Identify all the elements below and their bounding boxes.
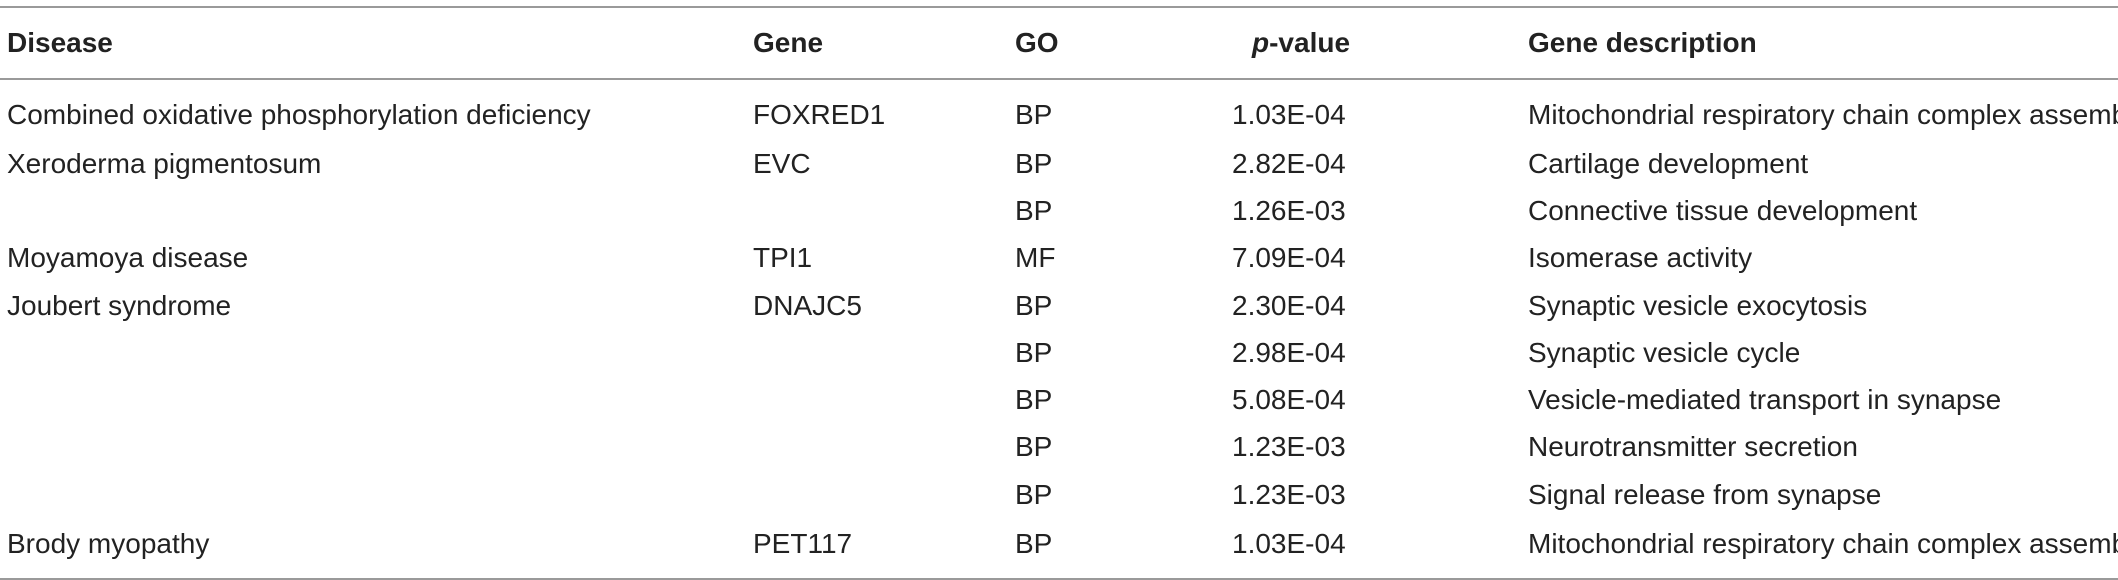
cell-go: BP [1015,478,1053,510]
cell-disease: Moyamoya disease [7,242,249,274]
table-body: Combined oxidative phosphorylation defic… [0,79,2118,580]
cell-gene: PET117 [753,528,853,560]
cell-p-value: 1.26E-03 [1232,194,1346,226]
header-p-italic: p [1252,27,1270,58]
cell-description: Mitochondrial respiratory chain complex … [1528,99,2118,130]
table-row: BP 5.08E-04 Vesicle-mediated transport i… [0,376,2118,423]
cell-go: MF [1015,242,1056,274]
cell-gene [753,187,1015,234]
cell-disease [0,187,753,234]
cell-p-value: 2.82E-04 [1232,147,1346,179]
cell-gene: DNAJC5 [753,289,862,321]
table-row: Xeroderma pigmentosum EVC BP 2.82E-04 Ca… [0,140,2118,187]
cell-p-value: 7.09E-04 [1232,242,1346,274]
cell-disease [0,471,753,518]
cell-gene: EVC [753,147,811,179]
cell-disease [0,424,753,471]
disease-gene-table: Disease Gene GO p-value Gene description… [0,6,2118,580]
cell-go: BP [1015,147,1053,179]
cell-gene [753,376,1015,423]
table-row: BP 2.98E-04 Synaptic vesicle cycle [0,329,2118,376]
table-header: Disease Gene GO p-value Gene description [0,7,2118,79]
cell-go: BP [1015,431,1053,463]
header-row: Disease Gene GO p-value Gene description [0,7,2118,79]
cell-go: BP [1015,289,1053,321]
cell-description: Synaptic vesicle exocytosis [1528,289,1868,321]
cell-disease: Brody myopathy [7,528,210,560]
cell-p-value: 2.30E-04 [1232,289,1346,321]
cell-p-value: 1.23E-03 [1232,431,1346,463]
cell-p-value: 2.98E-04 [1232,336,1346,368]
cell-go: BP [1015,194,1053,226]
cell-go: BP [1015,528,1053,560]
cell-go: BP [1015,99,1053,130]
cell-disease [0,376,753,423]
header-gene: Gene [753,27,824,58]
cell-gene: TPI1 [753,242,813,274]
header-description: Gene description [1528,27,1757,58]
cell-disease [0,329,753,376]
cell-gene [753,329,1015,376]
cell-disease: Joubert syndrome [7,289,232,321]
cell-description: Connective tissue development [1528,194,1918,226]
table-row: Joubert syndrome DNAJC5 BP 2.30E-04 Syna… [0,282,2118,329]
cell-description: Isomerase activity [1528,242,1753,274]
cell-gene: FOXRED1 [753,99,886,130]
cell-description: Neurotransmitter secretion [1528,431,1858,463]
cell-description: Vesicle-mediated transport in synapse [1528,384,2002,416]
cell-go: BP [1015,336,1053,368]
cell-p-value: 5.08E-04 [1232,384,1346,416]
table-row: BP 1.23E-03 Neurotransmitter secretion [0,424,2118,471]
table-row: Combined oxidative phosphorylation defic… [0,79,2118,140]
cell-p-value: 1.03E-04 [1232,528,1346,560]
cell-disease: Xeroderma pigmentosum [7,147,322,179]
cell-go: BP [1015,384,1053,416]
table-row: BP 1.26E-03 Connective tissue developmen… [0,187,2118,234]
cell-description: Mitochondrial respiratory chain complex … [1528,528,2118,560]
header-p-rest: -value [1269,27,1351,58]
cell-gene [753,471,1015,518]
header-disease: Disease [7,27,113,58]
cell-gene [753,424,1015,471]
table-row: Brody myopathy PET117 BP 1.03E-04 Mitoch… [0,518,2118,580]
table-row: Moyamoya disease TPI1 MF 7.09E-04 Isomer… [0,235,2118,282]
cell-description: Synaptic vesicle cycle [1528,336,1801,368]
cell-description: Signal release from synapse [1528,478,1882,510]
cell-p-value: 1.03E-04 [1232,99,1346,130]
cell-description: Cartilage development [1528,147,1809,179]
cell-p-value: 1.23E-03 [1232,478,1346,510]
header-go: GO [1015,27,1059,58]
header-p-value: p-value [1208,7,1528,79]
table-row: BP 1.23E-03 Signal release from synapse [0,471,2118,518]
cell-disease: Combined oxidative phosphorylation defic… [7,99,591,130]
